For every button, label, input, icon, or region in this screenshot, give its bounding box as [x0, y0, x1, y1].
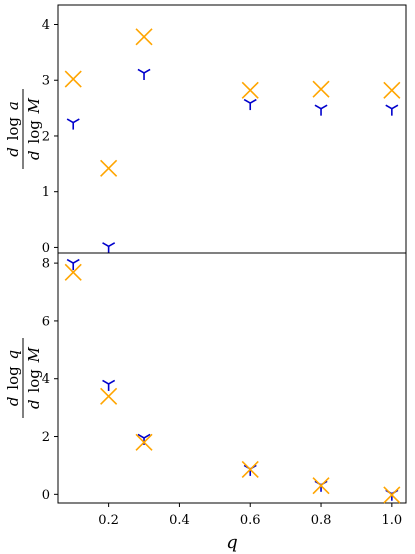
top-ytick-label: 2: [42, 129, 50, 144]
top-y-axis-label: d log a d log M: [4, 89, 43, 169]
top-x-marker: [135, 28, 153, 46]
top-ytick-label: 4: [42, 18, 50, 33]
bottom-x-marker: [64, 263, 82, 281]
bottom-markers: [64, 258, 401, 504]
top-ytick-label: 1: [42, 185, 50, 200]
bottom-ytick-label: 6: [42, 314, 50, 329]
bottom-xtick-label: 0.6: [240, 513, 261, 528]
bottom-panel: 0 2 4 6 8 0.2 0.4 0.6 0.8 1.0 d log q d log M q: [4, 252, 407, 553]
bottom-tri-down-marker: [66, 258, 80, 271]
top-x-marker: [383, 81, 401, 99]
top-tri-down-marker: [137, 68, 151, 80]
bottom-ylabel-denominator: d log M: [25, 346, 43, 409]
top-x-marker: [64, 70, 82, 88]
bottom-x-marker: [312, 477, 330, 495]
top-plot-frame: [57, 4, 407, 254]
bottom-ytick-label: 2: [42, 430, 50, 445]
top-ylabel-numerator: d log a: [4, 101, 22, 157]
top-ytick-label: 3: [42, 74, 50, 89]
bottom-ylabel-numerator: d log q: [4, 350, 22, 406]
bottom-ytick-label: 8: [42, 257, 50, 272]
top-panel: 0 1 2 3 4 d log a d log M: [4, 4, 407, 256]
top-tri-down-marker: [243, 98, 257, 111]
top-ytick-label: 0: [42, 241, 50, 256]
bottom-ytick-label: 4: [42, 372, 50, 387]
bottom-xtick-label: 1.0: [381, 513, 402, 528]
bottom-ytick-label: 0: [42, 488, 50, 503]
top-tri-down-marker: [102, 242, 116, 254]
top-ylabel-denominator: d log M: [25, 97, 43, 160]
bottom-x-marker: [135, 433, 153, 451]
top-tri-down-marker: [314, 104, 328, 116]
bottom-xtick-label: 0.8: [311, 513, 332, 528]
top-x-marker: [312, 80, 330, 98]
bottom-x-axis-label: q: [226, 532, 238, 553]
bottom-y-axis-label: d log q d log M: [4, 338, 43, 418]
top-markers: [64, 28, 401, 254]
top-tri-down-marker: [66, 118, 80, 130]
top-y-ticks: 0 1 2 3 4: [42, 18, 58, 256]
bottom-tri-down-marker: [102, 379, 116, 391]
top-x-marker: [241, 81, 259, 99]
top-x-marker: [100, 159, 118, 177]
bottom-xtick-label: 0.4: [169, 513, 190, 528]
top-tri-down-marker: [385, 104, 399, 116]
bottom-x-marker: [100, 387, 118, 405]
bottom-x-marker: [383, 486, 401, 504]
bottom-y-ticks: 0 2 4 6 8: [42, 257, 58, 503]
bottom-x-marker: [241, 460, 259, 479]
bottom-x-ticks: 0.2 0.4 0.6 0.8 1.0: [98, 503, 402, 528]
bottom-plot-frame: [57, 252, 407, 504]
bottom-xtick-label: 0.2: [98, 513, 119, 528]
